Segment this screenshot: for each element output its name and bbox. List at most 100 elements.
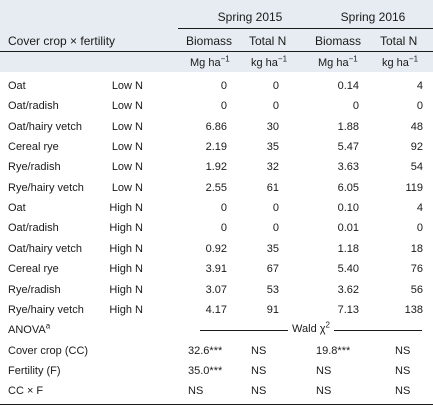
col-header-biomass-2015: Biomass — [186, 34, 233, 48]
unit-totaln-2016: kg ha−1 — [382, 54, 419, 69]
value-b16: 3.62 — [337, 283, 359, 296]
value-b15: 0 — [220, 80, 227, 92]
fertility-level: High N — [109, 242, 143, 255]
col-header-totaln-2016: Total N — [380, 34, 418, 48]
value-b15: 3.07 — [205, 283, 227, 296]
table-row: Oat Low N 0 0 0.14 4 — [0, 76, 433, 96]
value-n16: 92 — [410, 141, 423, 154]
value-n15: 35 — [266, 242, 279, 255]
value-n15: 30 — [266, 120, 279, 133]
fertility-level: Low N — [111, 80, 143, 92]
table-bottom-rule — [0, 404, 433, 405]
table-row: Oat High N 0 0 0.10 4 — [0, 198, 433, 218]
anova-value-b15: 32.6*** — [188, 344, 223, 357]
value-n15: 91 — [266, 303, 279, 316]
value-b15: 1.92 — [205, 161, 227, 174]
value-n16: 138 — [404, 303, 423, 316]
value-b15: 6.86 — [205, 120, 227, 133]
fertility-level: High N — [109, 303, 143, 316]
value-b16: 0 — [352, 100, 359, 113]
anova-value-b16: 19.8*** — [316, 344, 351, 357]
anova-term: CC × F — [8, 385, 44, 398]
anova-header-row: ANOVAa Wald χ2 — [0, 320, 433, 340]
value-n16: 18 — [410, 242, 423, 255]
anova-value-n15: NS — [251, 344, 267, 357]
value-n15: 32 — [266, 161, 279, 174]
fertility-level: High N — [109, 263, 143, 276]
table-row: Rye/hairy vetch Low N 2.55 61 6.05 119 — [0, 178, 433, 198]
value-b15: 0 — [220, 222, 227, 235]
fertility-level: Low N — [111, 120, 143, 133]
anova-term: Cover crop (CC) — [8, 344, 89, 357]
unit-totaln-2015: kg ha−1 — [251, 54, 288, 69]
anova-value-b15: 35.0*** — [188, 364, 223, 377]
value-b15: 2.19 — [205, 141, 227, 154]
table-row: Rye/radish Low N 1.92 32 3.63 54 — [0, 157, 433, 177]
value-b16: 3.63 — [337, 161, 359, 174]
group-header-2015: Spring 2015 — [217, 10, 283, 24]
col-header-biomass-2016: Biomass — [315, 34, 362, 48]
unit-biomass-2016: Mg ha−1 — [318, 54, 358, 69]
table-row: Oat/radish High N 0 0 0.01 0 — [0, 218, 433, 238]
anova-row: Fertility (F) 35.0*** NS NS NS — [0, 361, 433, 381]
value-b16: 5.47 — [337, 141, 359, 154]
table-row: Rye/radish High N 3.07 53 3.62 56 — [0, 280, 433, 300]
value-n15: 67 — [266, 263, 279, 276]
anova-value-n16: NS — [395, 344, 411, 357]
value-n15: 0 — [272, 222, 279, 235]
anova-value-b16: NS — [316, 364, 332, 377]
value-b16: 1.18 — [337, 242, 359, 255]
unit-biomass-2015: Mg ha−1 — [190, 54, 230, 69]
value-n16: 54 — [410, 161, 423, 174]
fertility-level: Low N — [111, 141, 143, 154]
cover-crop-name: Cereal rye — [8, 141, 59, 154]
value-n16: 4 — [416, 80, 423, 92]
value-b16: 0.10 — [337, 202, 359, 215]
value-b15: 3.91 — [205, 263, 227, 276]
anova-value-n16: NS — [395, 364, 411, 377]
value-b15: 0 — [220, 100, 227, 113]
value-b16: 0.01 — [337, 222, 359, 235]
wald-label: Wald χ2 — [200, 321, 422, 336]
table-row: Cereal rye Low N 2.19 35 5.47 92 — [0, 137, 433, 157]
anova-value-n16: NS — [395, 385, 411, 398]
value-n15: 61 — [266, 181, 279, 194]
cover-crop-name: Oat — [8, 80, 26, 92]
value-b15: 4.17 — [205, 303, 227, 316]
value-b15: 0 — [220, 202, 227, 215]
row-header-label: Cover crop × fertility — [8, 34, 116, 48]
anova-label: ANOVAa — [8, 321, 51, 337]
anova-value-b16: NS — [316, 385, 332, 398]
cover-crop-name: Rye/radish — [8, 161, 61, 174]
value-n16: 119 — [405, 181, 423, 194]
fertility-level: Low N — [111, 100, 143, 113]
table-row: Rye/hairy vetch High N 4.17 91 7.13 138 — [0, 300, 433, 320]
group-rule-2016 — [308, 28, 433, 29]
value-n15: 35 — [266, 141, 279, 154]
cover-crop-name: Rye/radish — [8, 283, 61, 296]
value-b16: 7.13 — [337, 303, 359, 316]
value-n16: 48 — [410, 120, 423, 133]
value-b15: 2.55 — [205, 181, 227, 194]
cover-crop-name: Oat — [8, 202, 26, 215]
value-b16: 0.14 — [337, 80, 359, 92]
cover-crop-name: Oat/hairy vetch — [8, 242, 82, 255]
value-b16: 6.05 — [337, 181, 359, 194]
anova-row: Cover crop (CC) 32.6*** NS 19.8*** NS — [0, 341, 433, 361]
anova-value-b15: NS — [188, 385, 204, 398]
anova-row: CC × F NS NS NS NS — [0, 381, 433, 401]
header-rule — [0, 51, 433, 52]
cover-crop-name: Oat/radish — [8, 100, 59, 113]
table-header: Spring 2015 Spring 2016 Cover crop × fer… — [0, 0, 433, 72]
value-n15: 53 — [266, 283, 279, 296]
value-n15: 0 — [272, 100, 279, 113]
anova-footnote-mark: a — [45, 321, 51, 331]
cover-crop-name: Rye/hairy vetch — [8, 181, 84, 194]
fertility-level: Low N — [111, 181, 143, 194]
anova-value-n15: NS — [251, 364, 267, 377]
value-b16: 5.40 — [337, 263, 359, 276]
wald-spanner: Wald χ2 — [200, 321, 422, 337]
value-n15: 0 — [272, 80, 279, 92]
value-n16: 4 — [416, 202, 423, 215]
